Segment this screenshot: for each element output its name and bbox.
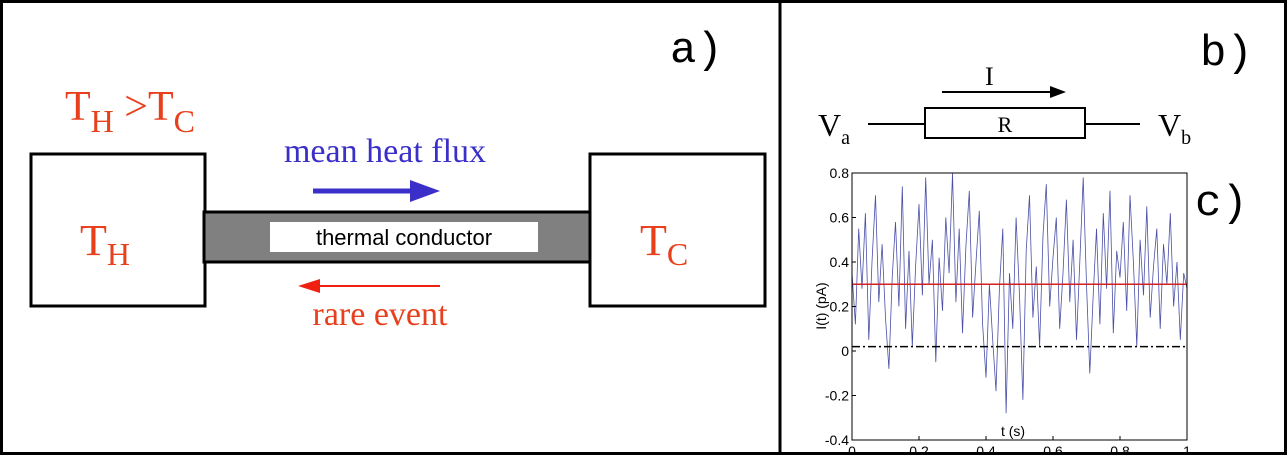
resistor-label: R bbox=[998, 112, 1013, 137]
current-trace-chart: -0.4 -0.2 0 0.2 0.4 0.6 0.8 0 0.2 0.4 0.6 0.8 1 t (s)… bbox=[813, 165, 1191, 455]
y-tick-label: 0 bbox=[841, 343, 849, 359]
condition-sub: C bbox=[174, 103, 195, 139]
panel-label: b) bbox=[1200, 29, 1253, 79]
condition-base: >T bbox=[114, 84, 174, 130]
x-axis-label: t (s) bbox=[1001, 423, 1025, 439]
x-tick-label: 0.4 bbox=[976, 443, 996, 455]
panel-label: a) bbox=[670, 26, 723, 76]
hot-sub: H bbox=[107, 236, 130, 272]
cold-reservoir bbox=[588, 152, 767, 308]
x-tick-label: 0.2 bbox=[909, 443, 929, 455]
x-tick-label: 0 bbox=[848, 443, 856, 455]
condition-sub: H bbox=[91, 103, 114, 139]
current-label: I bbox=[985, 62, 994, 91]
y-tick-label: 0.4 bbox=[830, 254, 850, 270]
x-tick-label: 0.6 bbox=[1043, 443, 1063, 455]
voltage-base: V bbox=[1158, 107, 1181, 143]
y-tick-label: 0.8 bbox=[830, 165, 850, 181]
y-tick-label: -0.4 bbox=[825, 432, 849, 448]
conductor-label-box bbox=[270, 222, 538, 252]
y-tick-label: 0.6 bbox=[830, 210, 850, 226]
y-tick-label: 0.2 bbox=[830, 299, 850, 315]
panel-label: c) bbox=[1195, 179, 1248, 229]
voltage-base: V bbox=[818, 107, 841, 143]
voltage-sub: b bbox=[1181, 127, 1191, 149]
cold-label: TC bbox=[640, 216, 688, 272]
voltage-a: Va bbox=[818, 107, 850, 149]
mean-flux-label: mean heat flux bbox=[284, 133, 486, 170]
series-line bbox=[851, 172, 1188, 414]
y-tick-label: -0.2 bbox=[825, 388, 849, 404]
y-axis-label: I(t) (pA) bbox=[813, 282, 829, 329]
condition-base: T bbox=[65, 84, 91, 130]
hot-reservoir bbox=[29, 152, 207, 308]
cold-base: T bbox=[640, 216, 667, 265]
x-tick-label: 1 bbox=[1183, 443, 1191, 455]
voltage-b: Vb bbox=[1158, 107, 1191, 149]
voltage-sub: a bbox=[841, 127, 850, 149]
rare-arrow-head bbox=[298, 279, 320, 293]
hot-base: T bbox=[80, 216, 107, 265]
current-arrow-head bbox=[1050, 86, 1066, 98]
rare-event-label: rare event bbox=[313, 296, 449, 333]
flux-arrow-head bbox=[410, 180, 440, 202]
cold-sub: C bbox=[667, 236, 688, 272]
condition: TH >TC bbox=[65, 84, 195, 139]
hot-label: TH bbox=[80, 216, 130, 272]
resistor bbox=[924, 107, 1086, 139]
conductor-label: thermal conductor bbox=[316, 225, 492, 250]
x-tick-label: 0.8 bbox=[1110, 443, 1130, 455]
